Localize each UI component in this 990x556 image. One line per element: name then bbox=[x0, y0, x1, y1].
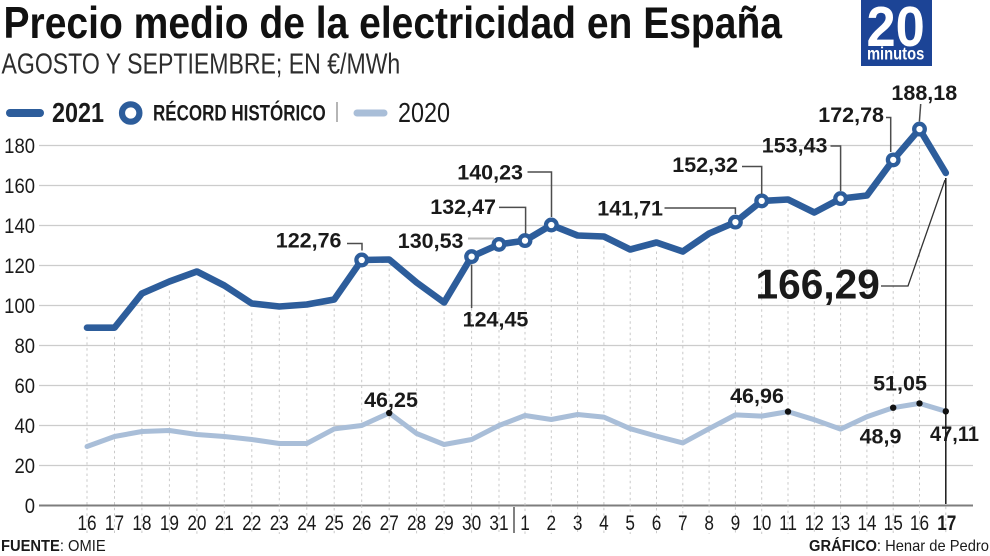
svg-text:20: 20 bbox=[14, 455, 35, 478]
svg-text:18: 18 bbox=[132, 513, 151, 536]
svg-text:5: 5 bbox=[625, 513, 635, 536]
svg-text:21: 21 bbox=[215, 513, 234, 536]
svg-text:140,23: 140,23 bbox=[457, 161, 523, 185]
svg-text:2020: 2020 bbox=[398, 98, 450, 128]
svg-text:31: 31 bbox=[489, 513, 508, 536]
svg-text:140: 140 bbox=[4, 215, 35, 238]
svg-text:172,78: 172,78 bbox=[818, 103, 884, 127]
svg-text:6: 6 bbox=[652, 513, 662, 536]
svg-text:0: 0 bbox=[25, 495, 35, 518]
svg-text:30: 30 bbox=[462, 513, 481, 536]
svg-text:166,29: 166,29 bbox=[756, 261, 880, 307]
svg-text:23: 23 bbox=[270, 513, 289, 536]
svg-text:160: 160 bbox=[4, 175, 35, 198]
svg-text:11: 11 bbox=[779, 513, 797, 536]
svg-text:17: 17 bbox=[105, 513, 124, 536]
svg-text:16: 16 bbox=[77, 513, 96, 536]
svg-text:Precio medio de la electricida: Precio medio de la electricidad en Españ… bbox=[4, 0, 783, 48]
svg-text:16: 16 bbox=[910, 513, 929, 536]
svg-text:60: 60 bbox=[14, 375, 35, 398]
svg-text:130,53: 130,53 bbox=[398, 229, 464, 253]
svg-text:124,45: 124,45 bbox=[463, 308, 529, 332]
svg-text:minutos: minutos bbox=[867, 44, 924, 64]
svg-text:22: 22 bbox=[242, 513, 261, 536]
svg-text:122,76: 122,76 bbox=[276, 229, 342, 253]
svg-text:27: 27 bbox=[380, 513, 399, 536]
svg-text:20: 20 bbox=[187, 513, 206, 536]
svg-text:153,43: 153,43 bbox=[762, 134, 828, 158]
svg-text:25: 25 bbox=[325, 513, 344, 536]
svg-text:40: 40 bbox=[14, 415, 35, 438]
svg-text:132,47: 132,47 bbox=[430, 195, 496, 219]
svg-text:47,11: 47,11 bbox=[930, 422, 979, 446]
svg-text:24: 24 bbox=[297, 513, 316, 536]
svg-text:180: 180 bbox=[4, 135, 35, 158]
svg-text:152,32: 152,32 bbox=[672, 153, 738, 177]
svg-text:FUENTE: OMIE: FUENTE: OMIE bbox=[1, 538, 106, 555]
svg-text:46,96: 46,96 bbox=[730, 384, 784, 408]
svg-text:GRÁFICO: Henar de Pedro: GRÁFICO: Henar de Pedro bbox=[809, 538, 989, 555]
svg-text:12: 12 bbox=[805, 513, 824, 536]
svg-text:2021: 2021 bbox=[52, 98, 104, 128]
svg-text:10: 10 bbox=[752, 513, 771, 536]
svg-text:80: 80 bbox=[14, 335, 35, 358]
svg-text:7: 7 bbox=[678, 513, 688, 536]
svg-text:4: 4 bbox=[599, 513, 609, 536]
svg-text:8: 8 bbox=[704, 513, 714, 536]
svg-text:1: 1 bbox=[520, 513, 530, 536]
svg-text:2: 2 bbox=[547, 513, 557, 536]
svg-text:26: 26 bbox=[352, 513, 371, 536]
svg-text:51,05: 51,05 bbox=[873, 372, 927, 396]
svg-text:AGOSTO Y SEPTIEMBRE; EN €/MWh: AGOSTO Y SEPTIEMBRE; EN €/MWh bbox=[2, 49, 401, 80]
svg-text:46,25: 46,25 bbox=[364, 388, 418, 412]
svg-text:20: 20 bbox=[866, 0, 924, 58]
svg-text:29: 29 bbox=[435, 513, 454, 536]
svg-text:141,71: 141,71 bbox=[597, 197, 663, 221]
svg-text:RÉCORD HISTÓRICO: RÉCORD HISTÓRICO bbox=[153, 99, 326, 126]
svg-text:17: 17 bbox=[937, 513, 956, 536]
svg-text:120: 120 bbox=[4, 255, 35, 278]
svg-text:3: 3 bbox=[573, 513, 583, 536]
svg-text:188,18: 188,18 bbox=[891, 81, 957, 105]
svg-text:15: 15 bbox=[884, 513, 903, 536]
svg-text:48,9: 48,9 bbox=[860, 425, 902, 449]
svg-text:14: 14 bbox=[857, 513, 876, 536]
svg-text:100: 100 bbox=[4, 295, 35, 318]
svg-text:13: 13 bbox=[831, 513, 850, 536]
svg-text:9: 9 bbox=[731, 513, 741, 536]
svg-text:28: 28 bbox=[407, 513, 426, 536]
svg-text:19: 19 bbox=[160, 513, 179, 536]
